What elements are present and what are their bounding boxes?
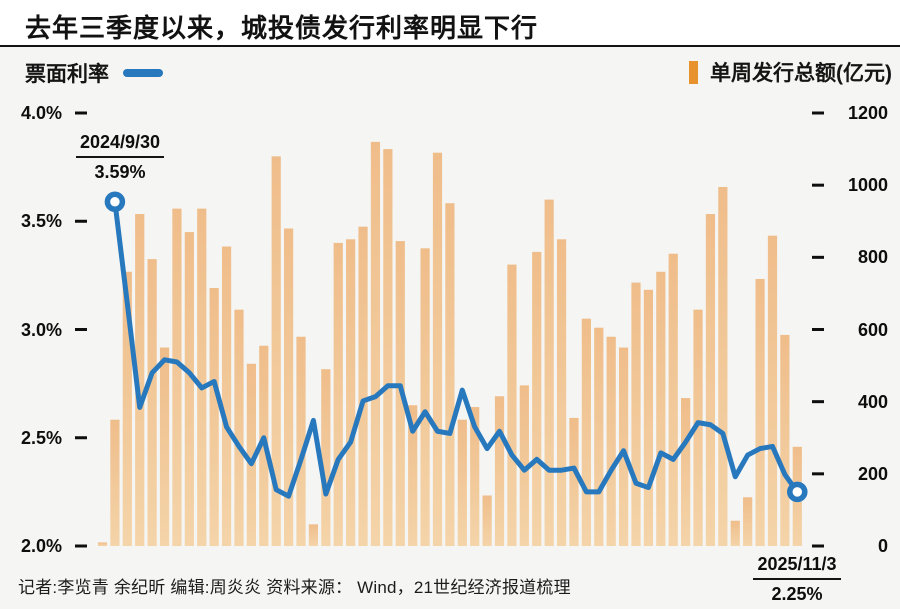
bar-week-47 — [668, 253, 678, 546]
bar-week-19 — [321, 369, 331, 546]
bar-week-49 — [693, 309, 703, 546]
annotation-start: 2024/9/30 3.59% — [68, 132, 172, 183]
bar-week-53 — [743, 497, 753, 546]
left-axis-label: 3.0% — [20, 319, 62, 340]
bar-week-48 — [681, 398, 691, 546]
bar-week-41 — [594, 327, 604, 546]
bar-week-2 — [110, 419, 120, 546]
bar-week-52 — [730, 520, 740, 546]
bar-week-3 — [122, 271, 132, 546]
bar-week-36 — [532, 251, 542, 547]
bar-week-38 — [556, 239, 567, 547]
rate-line — [112, 199, 800, 499]
right-axis-label: 0 — [877, 536, 888, 556]
bar-week-9 — [197, 208, 207, 546]
bar-week-50 — [705, 214, 716, 546]
right-axis-label: 400 — [857, 391, 888, 412]
bar-week-56 — [780, 334, 790, 546]
bar-week-44 — [631, 282, 641, 546]
bar-week-33 — [494, 396, 505, 546]
right-axis-label: 600 — [857, 319, 888, 340]
bar-week-21 — [346, 239, 356, 547]
bar-week-30 — [457, 419, 467, 546]
legend-bar: 单周发行总额(亿元) — [689, 58, 892, 86]
bar-week-18 — [308, 524, 319, 546]
bar-week-8 — [184, 232, 194, 546]
right-axis-label: 800 — [857, 247, 888, 268]
bar-week-17 — [296, 336, 306, 546]
bar-week-27 — [420, 248, 430, 546]
left-axis-label: 4.0% — [20, 103, 62, 123]
annotation-end-date: 2025/11/3 — [753, 554, 841, 580]
left-axis-label: 3.5% — [20, 211, 62, 232]
bar-week-13 — [246, 363, 256, 546]
left-axis-label: 2.5% — [20, 427, 62, 448]
bar-week-15 — [271, 156, 281, 547]
line-swatch-icon — [123, 69, 163, 77]
bar-week-43 — [618, 347, 629, 546]
annotation-end-value: 2.25% — [771, 584, 823, 604]
bar-week-28 — [432, 152, 443, 546]
legend-line: 票面利率 — [25, 60, 163, 86]
bar-week-34 — [507, 264, 517, 546]
bar-week-32 — [482, 495, 492, 546]
bar-week-16 — [284, 228, 294, 546]
bar-week-4 — [135, 214, 145, 546]
right-axis-label: 1200 — [847, 103, 888, 123]
bar-week-54 — [755, 278, 765, 546]
bar-week-6 — [159, 347, 170, 546]
left-axis-label: 2.0% — [20, 536, 62, 556]
bar-week-31 — [470, 407, 480, 546]
annotation-start-value: 3.59% — [94, 162, 146, 182]
bar-week-39 — [569, 417, 579, 546]
legend-line-label: 票面利率 — [25, 63, 109, 86]
annotation-start-date: 2024/9/30 — [75, 132, 165, 158]
bar-week-7 — [172, 208, 182, 546]
chart-header: 去年三季度以来，城投债发行利率明显下行 — [0, 0, 900, 47]
bar-week-26 — [408, 405, 418, 546]
annotation-end: 2025/11/3 2.25% — [745, 554, 849, 605]
bar-week-1 — [97, 542, 108, 546]
bar-week-42 — [606, 336, 616, 546]
bar-week-40 — [581, 318, 591, 546]
bar-week-51 — [718, 186, 728, 546]
bar-week-10 — [209, 288, 219, 546]
bar-week-55 — [767, 235, 778, 546]
bar-week-22 — [358, 226, 368, 546]
bar-week-29 — [445, 203, 455, 546]
marker-end — [787, 481, 808, 503]
bar-week-11 — [221, 246, 232, 546]
source-footer: 记者:李览青 余纪昕 编辑:周炎炎 资料来源： Wind，21世纪经济报道梳理 — [18, 578, 571, 597]
bar-week-23 — [370, 141, 381, 546]
right-axis-label: 200 — [857, 463, 888, 484]
bar-week-20 — [333, 242, 343, 546]
bar-week-35 — [519, 385, 529, 546]
bar-week-37 — [544, 199, 554, 546]
bar-week-46 — [656, 271, 666, 546]
bar-week-45 — [643, 289, 654, 546]
bar-week-24 — [383, 149, 393, 546]
page-title: 去年三季度以来，城投债发行利率明显下行 — [25, 13, 539, 43]
legend-bar-label: 单周发行总额(亿元) — [710, 62, 892, 85]
marker-start — [104, 191, 126, 213]
bar-week-12 — [234, 309, 244, 546]
right-axis-label: 1000 — [847, 175, 888, 196]
bar-week-5 — [147, 259, 157, 546]
bar-swatch-icon — [689, 60, 698, 84]
